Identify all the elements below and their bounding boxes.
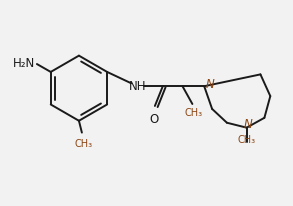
Text: N: N	[205, 78, 214, 91]
Text: CH₃: CH₃	[184, 108, 202, 118]
Text: O: O	[149, 113, 159, 126]
Text: CH₃: CH₃	[238, 135, 256, 145]
Text: NH: NH	[128, 80, 146, 93]
Text: N: N	[243, 118, 252, 131]
Text: CH₃: CH₃	[75, 138, 93, 149]
Text: H₂N: H₂N	[13, 56, 35, 70]
